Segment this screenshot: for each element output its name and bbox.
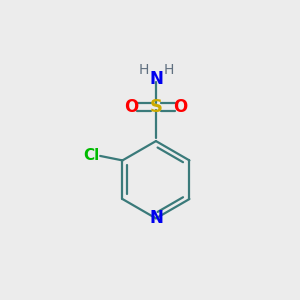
Text: S: S [149,98,162,116]
Text: O: O [173,98,188,116]
Text: H: H [163,63,174,77]
Text: N: N [149,209,163,227]
Text: N: N [149,70,163,88]
Text: H: H [138,63,148,77]
Text: Cl: Cl [83,148,99,164]
Text: O: O [124,98,139,116]
